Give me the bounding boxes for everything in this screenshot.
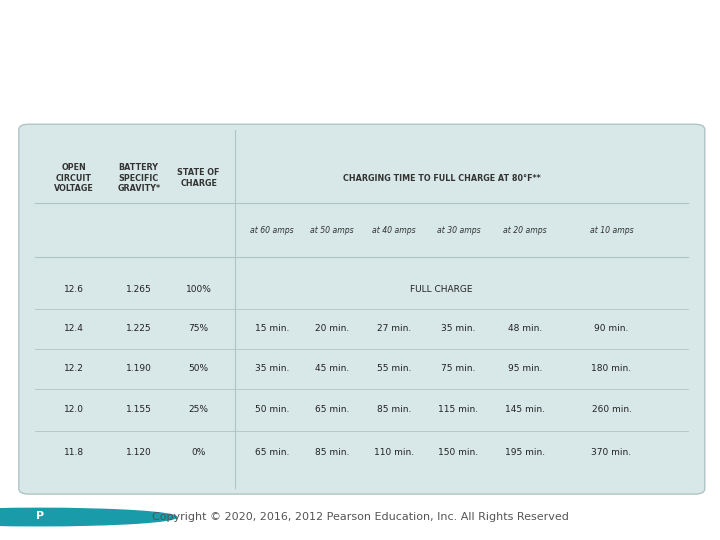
Text: P: P bbox=[35, 511, 44, 521]
Text: at 60 amps: at 60 amps bbox=[250, 226, 294, 235]
Text: OPEN
CIRCUIT
VOLTAGE: OPEN CIRCUIT VOLTAGE bbox=[54, 163, 94, 193]
Text: CHART 51-3: CHART 51-3 bbox=[45, 499, 104, 508]
Text: 180 min.: 180 min. bbox=[592, 364, 631, 373]
Text: 12.0: 12.0 bbox=[64, 405, 84, 414]
Text: STATE OF
CHARGE: STATE OF CHARGE bbox=[177, 168, 220, 188]
Text: 75 min.: 75 min. bbox=[441, 364, 475, 373]
Text: 260 min.: 260 min. bbox=[592, 405, 631, 414]
Text: 145 min.: 145 min. bbox=[505, 405, 545, 414]
Text: Copyright © 2020, 2016, 2012 Pearson Education, Inc. All Rights Reserved: Copyright © 2020, 2016, 2012 Pearson Edu… bbox=[152, 512, 568, 522]
Text: 85 min.: 85 min. bbox=[315, 448, 349, 457]
Text: 55 min.: 55 min. bbox=[377, 364, 411, 373]
Text: 370 min.: 370 min. bbox=[592, 448, 631, 457]
Text: 12.6: 12.6 bbox=[64, 285, 84, 294]
Text: 90 min.: 90 min. bbox=[595, 325, 629, 333]
Text: 12.4: 12.4 bbox=[64, 325, 84, 333]
Text: 1.265: 1.265 bbox=[126, 285, 152, 294]
Text: 50%: 50% bbox=[189, 364, 209, 373]
Text: 1.225: 1.225 bbox=[126, 325, 151, 333]
Text: 95 min.: 95 min. bbox=[508, 364, 542, 373]
Text: 195 min.: 195 min. bbox=[505, 448, 545, 457]
Text: 110 min.: 110 min. bbox=[374, 448, 414, 457]
Text: 35 min.: 35 min. bbox=[441, 325, 475, 333]
Text: 12.2: 12.2 bbox=[64, 364, 84, 373]
Text: 100%: 100% bbox=[186, 285, 212, 294]
Text: 11.8: 11.8 bbox=[64, 448, 84, 457]
Text: 65 min.: 65 min. bbox=[255, 448, 289, 457]
Text: at 20 amps: at 20 amps bbox=[503, 226, 546, 235]
FancyBboxPatch shape bbox=[19, 124, 705, 494]
Text: Chart 51-3 Battery charging guideline showing the
charging times that vary accor: Chart 51-3 Battery charging guideline sh… bbox=[18, 21, 593, 91]
Text: at 30 amps: at 30 amps bbox=[436, 226, 480, 235]
Text: 15 min.: 15 min. bbox=[255, 325, 289, 333]
Text: 35 min.: 35 min. bbox=[255, 364, 289, 373]
Text: 20 min.: 20 min. bbox=[315, 325, 349, 333]
Circle shape bbox=[0, 508, 176, 526]
Text: 50 min.: 50 min. bbox=[255, 405, 289, 414]
Text: 1.155: 1.155 bbox=[126, 405, 152, 414]
Text: at 40 amps: at 40 amps bbox=[372, 226, 415, 235]
Text: CHARGING TIME TO FULL CHARGE AT 80°F**: CHARGING TIME TO FULL CHARGE AT 80°F** bbox=[343, 173, 541, 183]
Text: at 10 amps: at 10 amps bbox=[590, 226, 634, 235]
Text: 75%: 75% bbox=[189, 325, 209, 333]
Text: 115 min.: 115 min. bbox=[438, 405, 478, 414]
Text: 65 min.: 65 min. bbox=[315, 405, 349, 414]
Text: 1.190: 1.190 bbox=[126, 364, 152, 373]
Text: 1.120: 1.120 bbox=[126, 448, 152, 457]
Text: 27 min.: 27 min. bbox=[377, 325, 411, 333]
Text: 0%: 0% bbox=[192, 448, 206, 457]
Text: 48 min.: 48 min. bbox=[508, 325, 542, 333]
Text: BATTERY
SPECIFIC
GRAVITY*: BATTERY SPECIFIC GRAVITY* bbox=[117, 163, 161, 193]
Text: 85 min.: 85 min. bbox=[377, 405, 411, 414]
Text: 150 min.: 150 min. bbox=[438, 448, 478, 457]
Text: 45 min.: 45 min. bbox=[315, 364, 349, 373]
Text: at 50 amps: at 50 amps bbox=[310, 226, 354, 235]
Text: FULL CHARGE: FULL CHARGE bbox=[410, 285, 473, 294]
Text: 25%: 25% bbox=[189, 405, 209, 414]
Text: Pearson: Pearson bbox=[72, 512, 117, 522]
